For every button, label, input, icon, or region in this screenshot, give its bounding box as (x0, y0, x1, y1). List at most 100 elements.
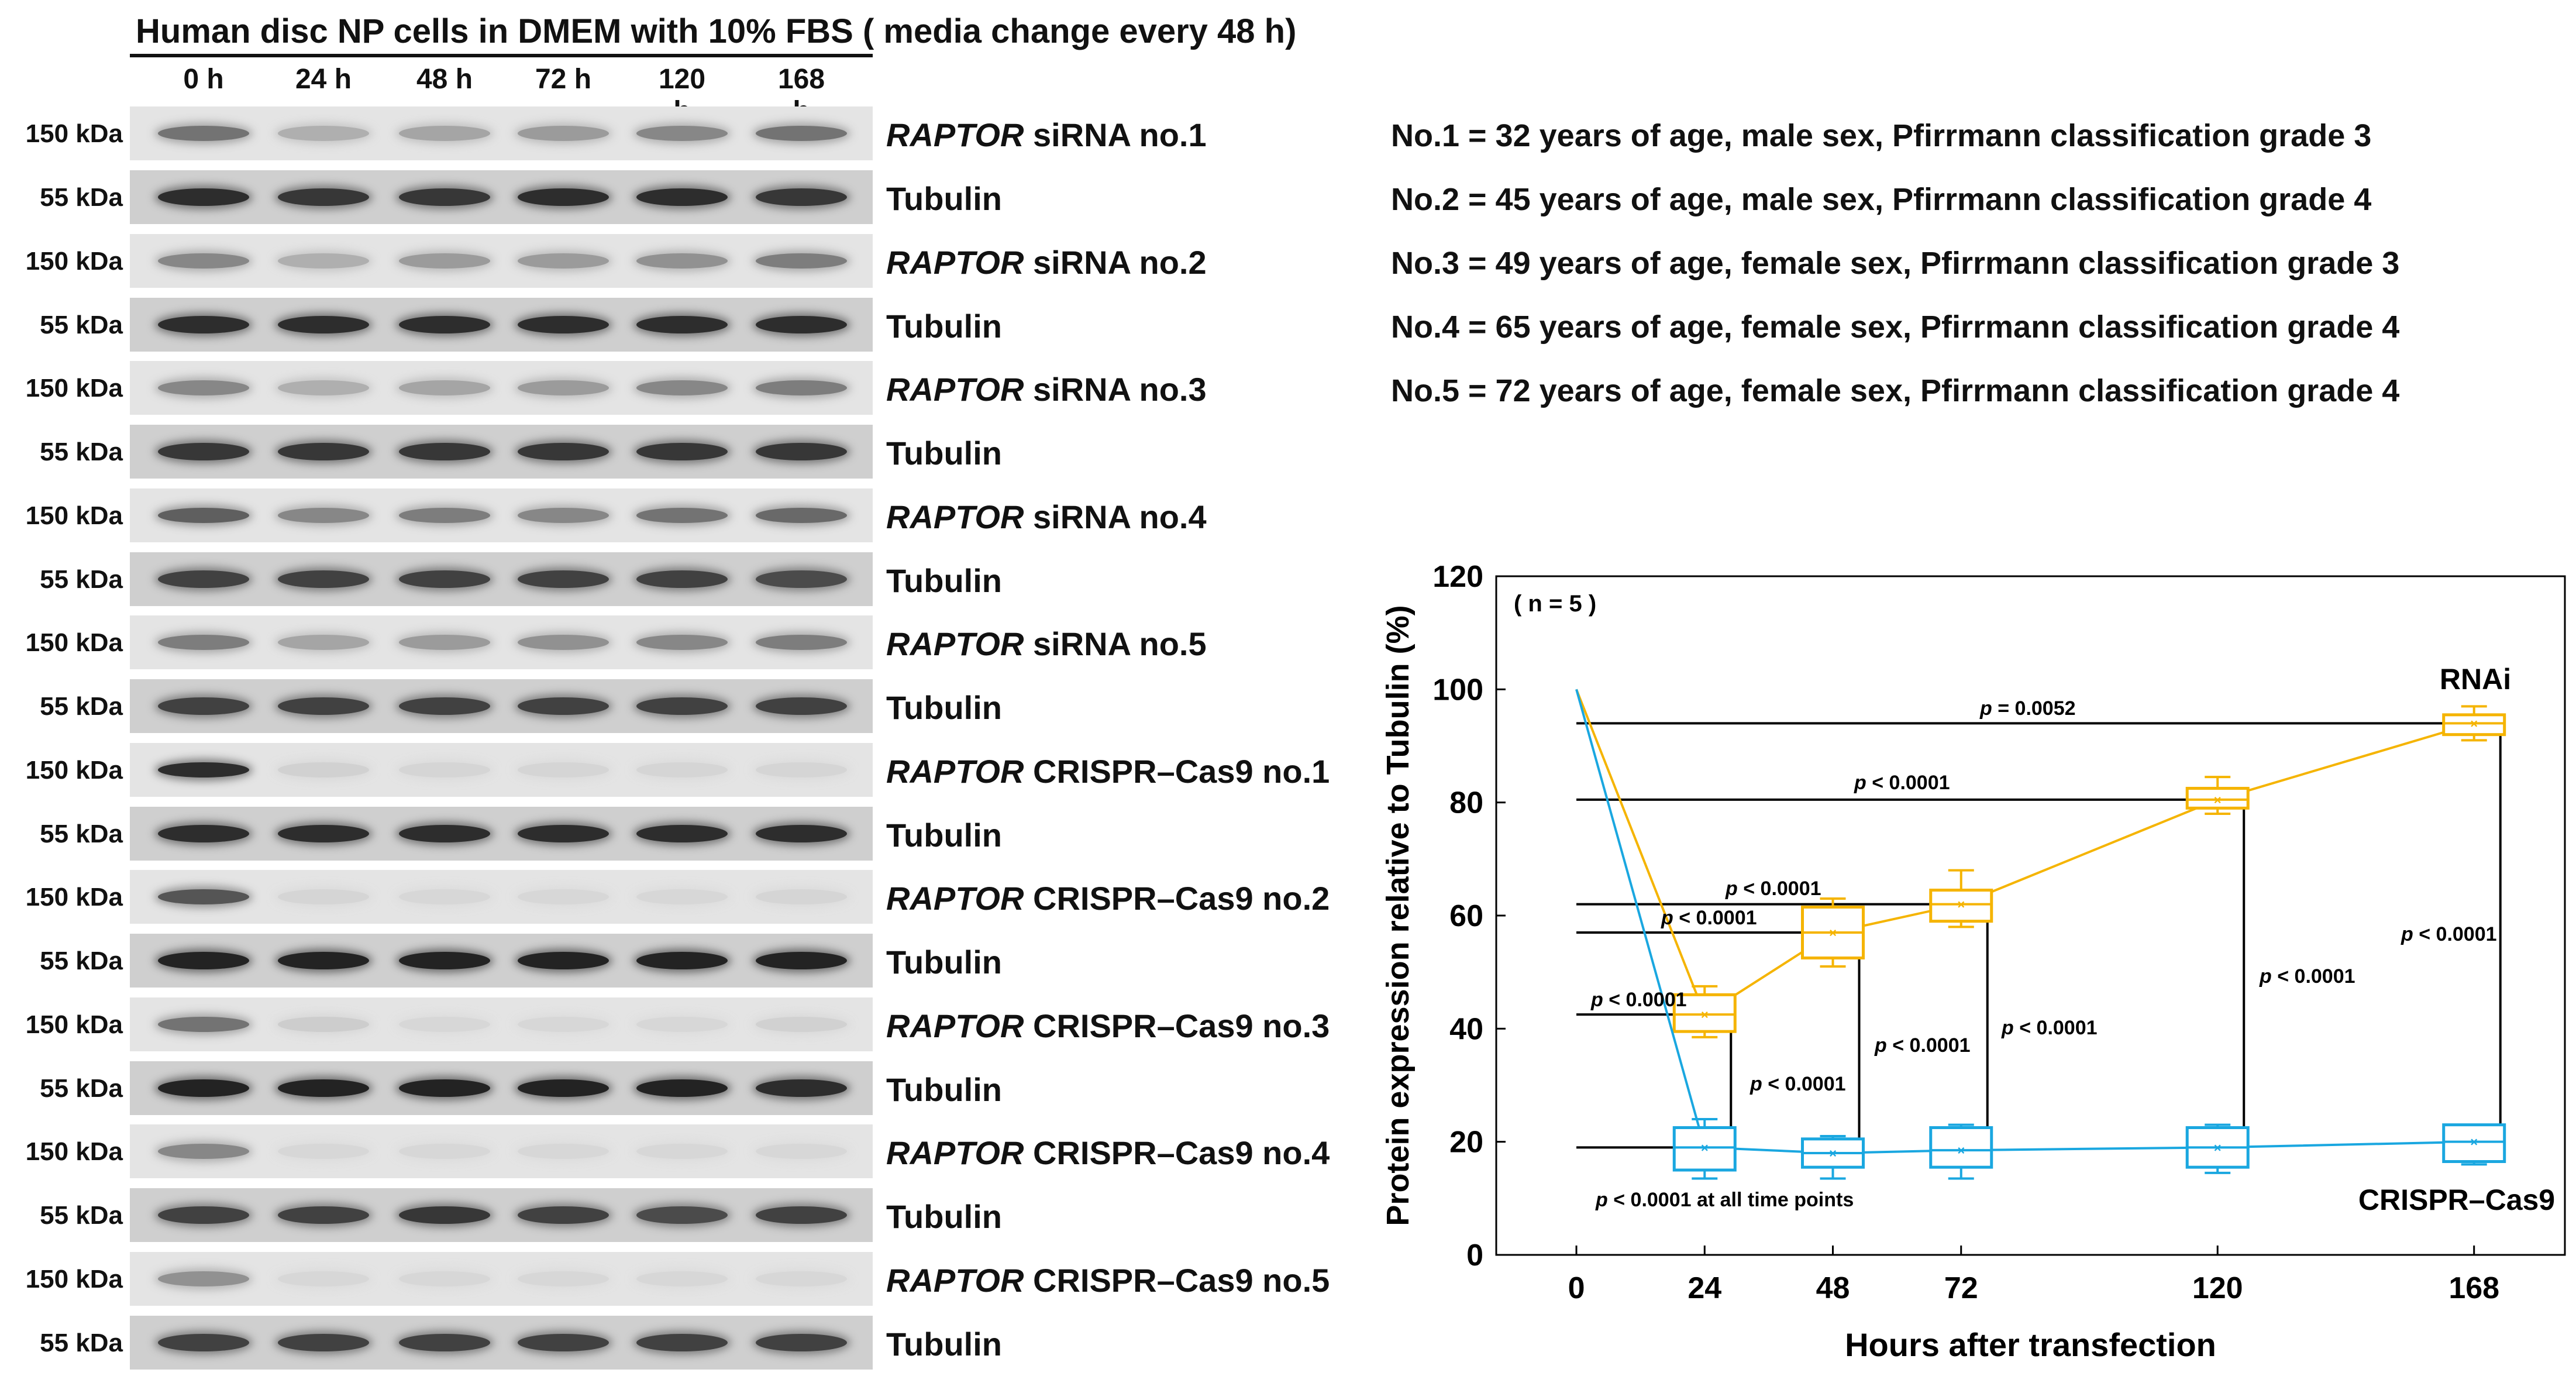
kda-marker: 55 kDa (40, 947, 123, 975)
raptor-blot-strip (130, 615, 873, 669)
kda-marker: 150 kDa (25, 756, 123, 785)
p-symbol: p (1750, 1073, 1762, 1095)
p-value-label: p < 0.0001 (1854, 772, 1950, 794)
blot-band (518, 188, 609, 206)
p-value-text: < 0.0001 (1887, 1034, 1971, 1057)
blot-band (399, 1144, 490, 1159)
blot-band (636, 635, 728, 650)
blot-band (278, 825, 369, 842)
donor-demographics-2: No.2 = 45 years of age, male sex, Pfirrm… (1391, 182, 2372, 217)
kda-marker: 55 kDa (40, 692, 123, 721)
blot-band (158, 952, 249, 969)
blot-band (399, 825, 490, 842)
blot-band (518, 1017, 609, 1032)
y-tick-label: 40 (1449, 1012, 1483, 1046)
blot-label-text: Tubulin (886, 689, 1002, 726)
data-point-marker: × (1829, 1146, 1837, 1161)
kda-marker: 150 kDa (25, 883, 123, 911)
kda-marker: 55 kDa (40, 565, 123, 594)
blot-band (399, 570, 490, 588)
raptor-blot-strip (130, 488, 873, 542)
blot-band (636, 697, 728, 715)
p-symbol: p (2259, 965, 2272, 988)
p-value-label: p < 0.0001 (1750, 1073, 1846, 1095)
kda-marker: 150 kDa (25, 1137, 123, 1166)
data-point-marker: × (2470, 716, 2478, 731)
crispr-series-label: CRISPR–Cas9 (2358, 1184, 2555, 1216)
blot-band (756, 952, 847, 969)
kda-marker: 55 kDa (40, 1074, 123, 1103)
blot-band (756, 1017, 847, 1032)
tubulin-blot-label: Tubulin (886, 180, 1002, 218)
gene-name: RAPTOR (886, 244, 1024, 281)
blot-band (518, 1206, 609, 1224)
blot-band (756, 316, 847, 333)
p-value-text: < 0.0001 (2272, 965, 2355, 988)
raptor-blot-strip (130, 1252, 873, 1306)
blot-band (278, 380, 369, 395)
data-point-marker: × (2470, 1135, 2478, 1150)
rnai-series-line (1575, 689, 2475, 1017)
y-tick-label: 60 (1449, 899, 1483, 933)
blot-label-text: Tubulin (886, 308, 1002, 345)
p-value-label: p < 0.0001 (2001, 1017, 2098, 1039)
blot-band (158, 635, 249, 650)
tubulin-blot-strip (130, 298, 873, 352)
raptor-blot-strip (130, 743, 873, 797)
blot-band (399, 443, 490, 460)
blot-band (158, 253, 249, 269)
raptor-blot-strip (130, 234, 873, 288)
tubulin-blot-label: Tubulin (886, 1198, 1002, 1236)
blot-label-text: CRISPR–Cas9 no.4 (1024, 1134, 1330, 1171)
x-axis-title: Hours after transfection (1845, 1326, 2216, 1363)
tubulin-blot-label: Tubulin (886, 562, 1002, 600)
kda-marker: 150 kDa (25, 374, 123, 402)
blot-label-text: Tubulin (886, 1198, 1002, 1235)
tubulin-blot-label: Tubulin (886, 1325, 1002, 1363)
kda-marker: 150 kDa (25, 628, 123, 657)
blot-band (278, 570, 369, 588)
gene-name: RAPTOR (886, 625, 1024, 662)
blot-band (518, 825, 609, 842)
blot-label-text: siRNA no.3 (1024, 371, 1207, 408)
blot-band (158, 1144, 249, 1159)
blot-band (399, 635, 490, 650)
blot-band (399, 762, 490, 777)
blot-band (278, 508, 369, 523)
tubulin-blot-label: Tubulin (886, 1071, 1002, 1109)
blot-band (278, 443, 369, 460)
blot-band (278, 1271, 369, 1286)
blot-band (399, 697, 490, 715)
blot-band (636, 380, 728, 395)
blot-band (756, 889, 847, 904)
blot-band (278, 762, 369, 777)
blot-header-title: Human disc NP cells in DMEM with 10% FBS… (136, 12, 1297, 50)
blot-label-text: Tubulin (886, 1326, 1002, 1363)
timepoint-label: 72 h (535, 64, 592, 95)
box (2442, 713, 2506, 737)
blot-band (278, 889, 369, 904)
x-tick-label: 72 (1944, 1271, 1978, 1305)
blot-band (278, 1017, 369, 1032)
blot-band (158, 443, 249, 460)
box (1672, 993, 1737, 1033)
timepoint-label: 24 h (295, 64, 352, 95)
blot-label-text: Tubulin (886, 180, 1002, 217)
blot-band (158, 126, 249, 141)
blot-band (278, 126, 369, 141)
blot-band (636, 1144, 728, 1159)
blot-band (518, 889, 609, 904)
gene-name: RAPTOR (886, 1134, 1024, 1171)
blot-band (399, 1206, 490, 1224)
p-value-text: < 0.0001 at all time points (1608, 1189, 1854, 1211)
blot-band (636, 188, 728, 206)
x-tick-label: 48 (1816, 1271, 1850, 1305)
raptor-blot-label: RAPTOR siRNA no.4 (886, 498, 1207, 536)
blot-header-rule (130, 54, 873, 57)
blot-band (756, 126, 847, 141)
p-value-label: p < 0.0001 at all time points (1595, 1189, 1854, 1211)
blot-label-text: Tubulin (886, 435, 1002, 472)
blot-band (518, 380, 609, 395)
blot-band (518, 1079, 609, 1097)
